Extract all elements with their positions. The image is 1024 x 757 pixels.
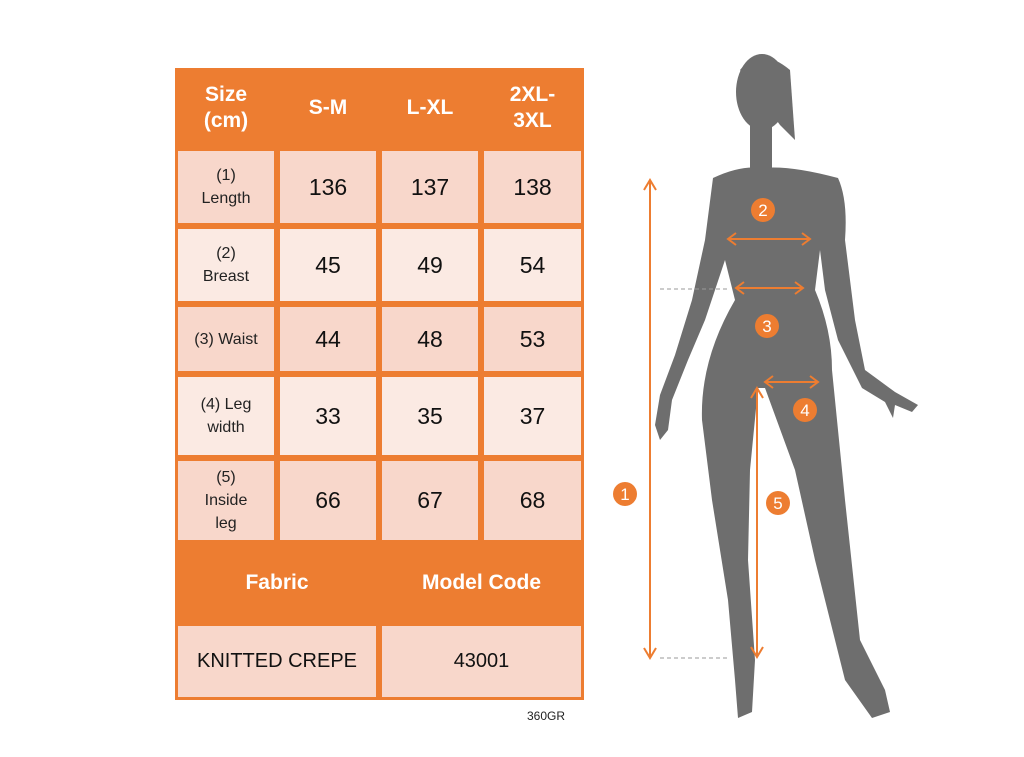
size-value-cell: 66 — [280, 461, 376, 540]
marker-4-label: 4 — [800, 401, 809, 420]
size-value-cell: 49 — [382, 229, 478, 301]
size-value-cell: 45 — [280, 229, 376, 301]
marker-5-circle — [766, 491, 790, 515]
fabric-value: KNITTED CREPE — [178, 626, 376, 697]
size-value-cell: 33 — [280, 377, 376, 455]
marker-2-circle — [751, 198, 775, 222]
column-header: Size (cm) — [203, 83, 249, 132]
size-value-cell: 37 — [484, 377, 581, 455]
size-value-cell: 68 — [484, 461, 581, 540]
row-label: (2) Breast — [178, 229, 274, 301]
marker-2-label: 2 — [758, 201, 767, 220]
size-value-cell: 137 — [382, 151, 478, 223]
model-code-header: Model Code — [422, 571, 541, 594]
size-value-cell: 67 — [382, 461, 478, 540]
row-label: (3) Waist — [178, 307, 274, 371]
fabric-header: Fabric — [245, 571, 309, 594]
guide-lines — [660, 288, 728, 659]
marker-1-circle — [613, 482, 637, 506]
marker-3-label: 3 — [762, 317, 771, 336]
marker-4-circle — [793, 398, 817, 422]
measurement-arrows — [643, 178, 820, 660]
silhouette — [655, 54, 918, 718]
body-silhouette-figure: 1 2 3 4 5 — [613, 54, 918, 718]
column-header: S-M — [308, 96, 348, 119]
size-value-cell: 48 — [382, 307, 478, 371]
size-value-cell: 136 — [280, 151, 376, 223]
size-value-cell: 53 — [484, 307, 581, 371]
column-header: 2XL- 3XL — [509, 83, 556, 132]
marker-5-label: 5 — [773, 494, 782, 513]
size-value-cell: 35 — [382, 377, 478, 455]
model-code-value: 43001 — [382, 626, 581, 697]
row-label: (4) Leg width — [178, 377, 274, 455]
column-header: L-XL — [406, 96, 454, 119]
size-value-cell: 138 — [484, 151, 581, 223]
marker-3-circle — [755, 314, 779, 338]
row-label: (1) Length — [178, 151, 274, 223]
size-table: Size (cm) S-M L-XL 2XL- 3XL (1) Length 136 137… — [175, 68, 584, 700]
size-value-cell: 44 — [280, 307, 376, 371]
size-value-cell: 54 — [484, 229, 581, 301]
marker-1-label: 1 — [620, 485, 629, 504]
row-label: (5) Inside leg — [178, 461, 274, 540]
footer-note: 360GR — [527, 709, 566, 723]
